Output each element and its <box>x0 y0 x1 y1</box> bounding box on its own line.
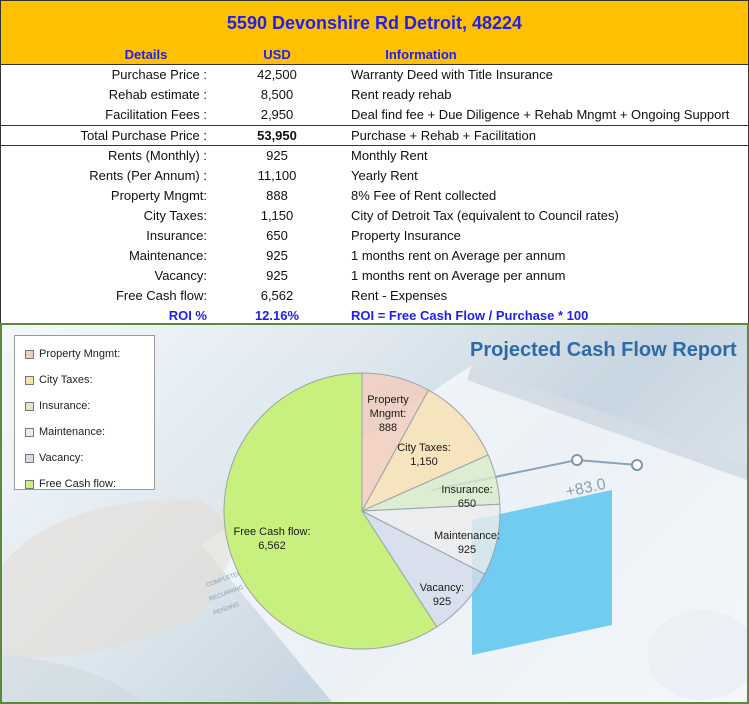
row-label: Rents (Per Annum) : <box>89 168 207 183</box>
sleeve-shape <box>2 655 142 702</box>
tablet-point-2 <box>631 459 643 471</box>
row-label: Free Cash flow: <box>115 288 207 303</box>
row-info: Deal find fee + Due Diligence + Rehab Mn… <box>351 107 730 122</box>
row-value: 650 <box>266 228 288 243</box>
table-row: City Taxes: 1,150 City of Detroit Tax (equ… <box>1 206 748 226</box>
table-row: Maintenance: 925 1 months rent on Average … <box>1 246 748 266</box>
row-value: 925 <box>266 248 288 263</box>
row-value: 42,500 <box>257 67 297 82</box>
row-info: Yearly Rent <box>351 168 418 183</box>
legend-item: Property Mngmt: <box>25 348 120 360</box>
legend-swatch <box>25 427 34 437</box>
row-label: ROI % <box>168 308 207 323</box>
header-details: Details <box>124 47 168 62</box>
legend-item: Free Cash flow: <box>25 478 116 490</box>
row-info: Property Insurance <box>351 228 461 243</box>
hand-shape <box>2 499 242 658</box>
row-value: 925 <box>266 148 288 163</box>
legend-label: Vacancy: <box>39 452 84 464</box>
legend-item: Insurance: <box>25 400 90 412</box>
legend-label: Maintenance: <box>39 426 106 438</box>
row-info: 8% Fee of Rent collected <box>351 188 497 203</box>
legend-item: Vacancy: <box>25 452 83 464</box>
row-label: Property Mngmt: <box>110 188 207 203</box>
row-label: Rehab estimate : <box>108 87 207 102</box>
table-row: Free Cash flow: 6,562 Rent - Expenses <box>1 286 748 306</box>
row-label: Facilitation Fees : <box>105 107 207 122</box>
table-row: Facilitation Fees : 2,950 Deal find fee + … <box>1 105 748 125</box>
pie-slice <box>360 389 489 513</box>
legend-swatch <box>25 375 34 385</box>
row-value: 8,500 <box>260 87 294 102</box>
details-table: Purchase Price : 42,500 Warranty Deed with… <box>0 65 749 326</box>
row-value: 6,562 <box>260 288 294 303</box>
row-value: 1,150 <box>260 208 294 223</box>
cash-flow-chart-panel: +83.0 COMPLETED RECURRING 4.00 PENDING P… <box>0 323 749 704</box>
tablet-edge <box>467 365 747 480</box>
row-value: 2,950 <box>260 107 294 122</box>
table-row: Property Mngmt: 888 8% Fee of Rent collect… <box>1 186 748 206</box>
legend-label: City Taxes: <box>39 374 93 386</box>
legend-label: Insurance: <box>39 400 91 412</box>
row-label: City Taxes: <box>143 208 207 223</box>
legend-item: Maintenance: <box>25 426 105 438</box>
row-info: 1 months rent on Average per annum <box>351 248 566 263</box>
table-row: Total Purchase Price : 53,950 Purchase + R… <box>1 125 748 146</box>
row-label: Maintenance: <box>128 248 207 263</box>
row-value: 53,950 <box>257 128 297 143</box>
row-value: 888 <box>266 188 288 203</box>
row-value: 925 <box>266 268 288 283</box>
table-row: Vacancy: 925 1 months rent on Average per … <box>1 266 748 286</box>
row-value: 11,100 <box>257 168 297 183</box>
legend-item: City Taxes: <box>25 374 93 386</box>
glass-shape <box>647 610 747 700</box>
table-row: Purchase Price : 42,500 Warranty Deed with… <box>1 65 748 85</box>
row-value: 12.16% <box>254 308 300 323</box>
legend-swatch <box>25 453 34 463</box>
table-header-row: Details USD Information <box>0 45 749 65</box>
tablet-point-1 <box>571 454 583 466</box>
pie-label: Insurance: 650 <box>441 484 492 510</box>
pie-label: Property Mngmt: 888 <box>367 394 409 434</box>
pie-chart: Property Mngmt: 888 City Taxes: 1,150 Insuran… <box>223 372 501 650</box>
pie-label: City Taxes: 1,150 <box>397 442 451 468</box>
legend-label: Property Mngmt: <box>39 348 121 360</box>
table-row: ROI % 12.16% ROI = Free Cash Flow / Purcha… <box>1 306 748 326</box>
row-label: Purchase Price : <box>111 67 207 82</box>
row-info: 1 months rent on Average per annum <box>351 268 566 283</box>
row-info: Rent - Expenses <box>351 288 448 303</box>
header-usd: USD <box>263 47 291 62</box>
row-label: Rents (Monthly) : <box>108 148 207 163</box>
pie-label: Free Cash flow: 6,562 <box>233 526 310 552</box>
pie-label: Vacancy: 925 <box>420 582 464 608</box>
header-information: Information <box>385 47 457 62</box>
table-row: Rents (Monthly) : 925 Monthly Rent <box>1 146 748 166</box>
row-label: Vacancy: <box>154 268 207 283</box>
row-label: Insurance: <box>146 228 207 243</box>
row-info: ROI = Free Cash Flow / Purchase * 100 <box>351 308 589 323</box>
row-info: Rent ready rehab <box>351 87 452 102</box>
legend-label: Free Cash flow: <box>39 478 117 490</box>
row-label: Total Purchase Price : <box>80 128 207 143</box>
legend-swatch <box>25 401 34 411</box>
pie-label: Maintenance: 925 <box>434 530 500 556</box>
row-info: Warranty Deed with Title Insurance <box>351 67 553 82</box>
table-row: Rents (Per Annum) : 11,100 Yearly Rent <box>1 166 748 186</box>
legend-swatch <box>25 349 34 359</box>
table-row: Insurance: 650 Property Insurance <box>1 226 748 246</box>
row-info: Monthly Rent <box>351 148 428 163</box>
row-info: City of Detroit Tax (equivalent to Counc… <box>351 208 619 223</box>
tablet-blue-bar <box>472 490 612 655</box>
pie-slice <box>223 372 438 650</box>
property-address-title: 5590 Devonshire Rd Detroit, 48224 <box>0 0 749 46</box>
row-info: Purchase + Rehab + Facilitation <box>351 128 536 143</box>
legend-swatch <box>25 479 34 489</box>
chart-title: Projected Cash Flow Report <box>470 339 737 361</box>
table-row: Rehab estimate : 8,500 Rent ready rehab <box>1 85 748 105</box>
chart-legend: Property Mngmt: City Taxes: Insurance: Main… <box>14 335 155 490</box>
